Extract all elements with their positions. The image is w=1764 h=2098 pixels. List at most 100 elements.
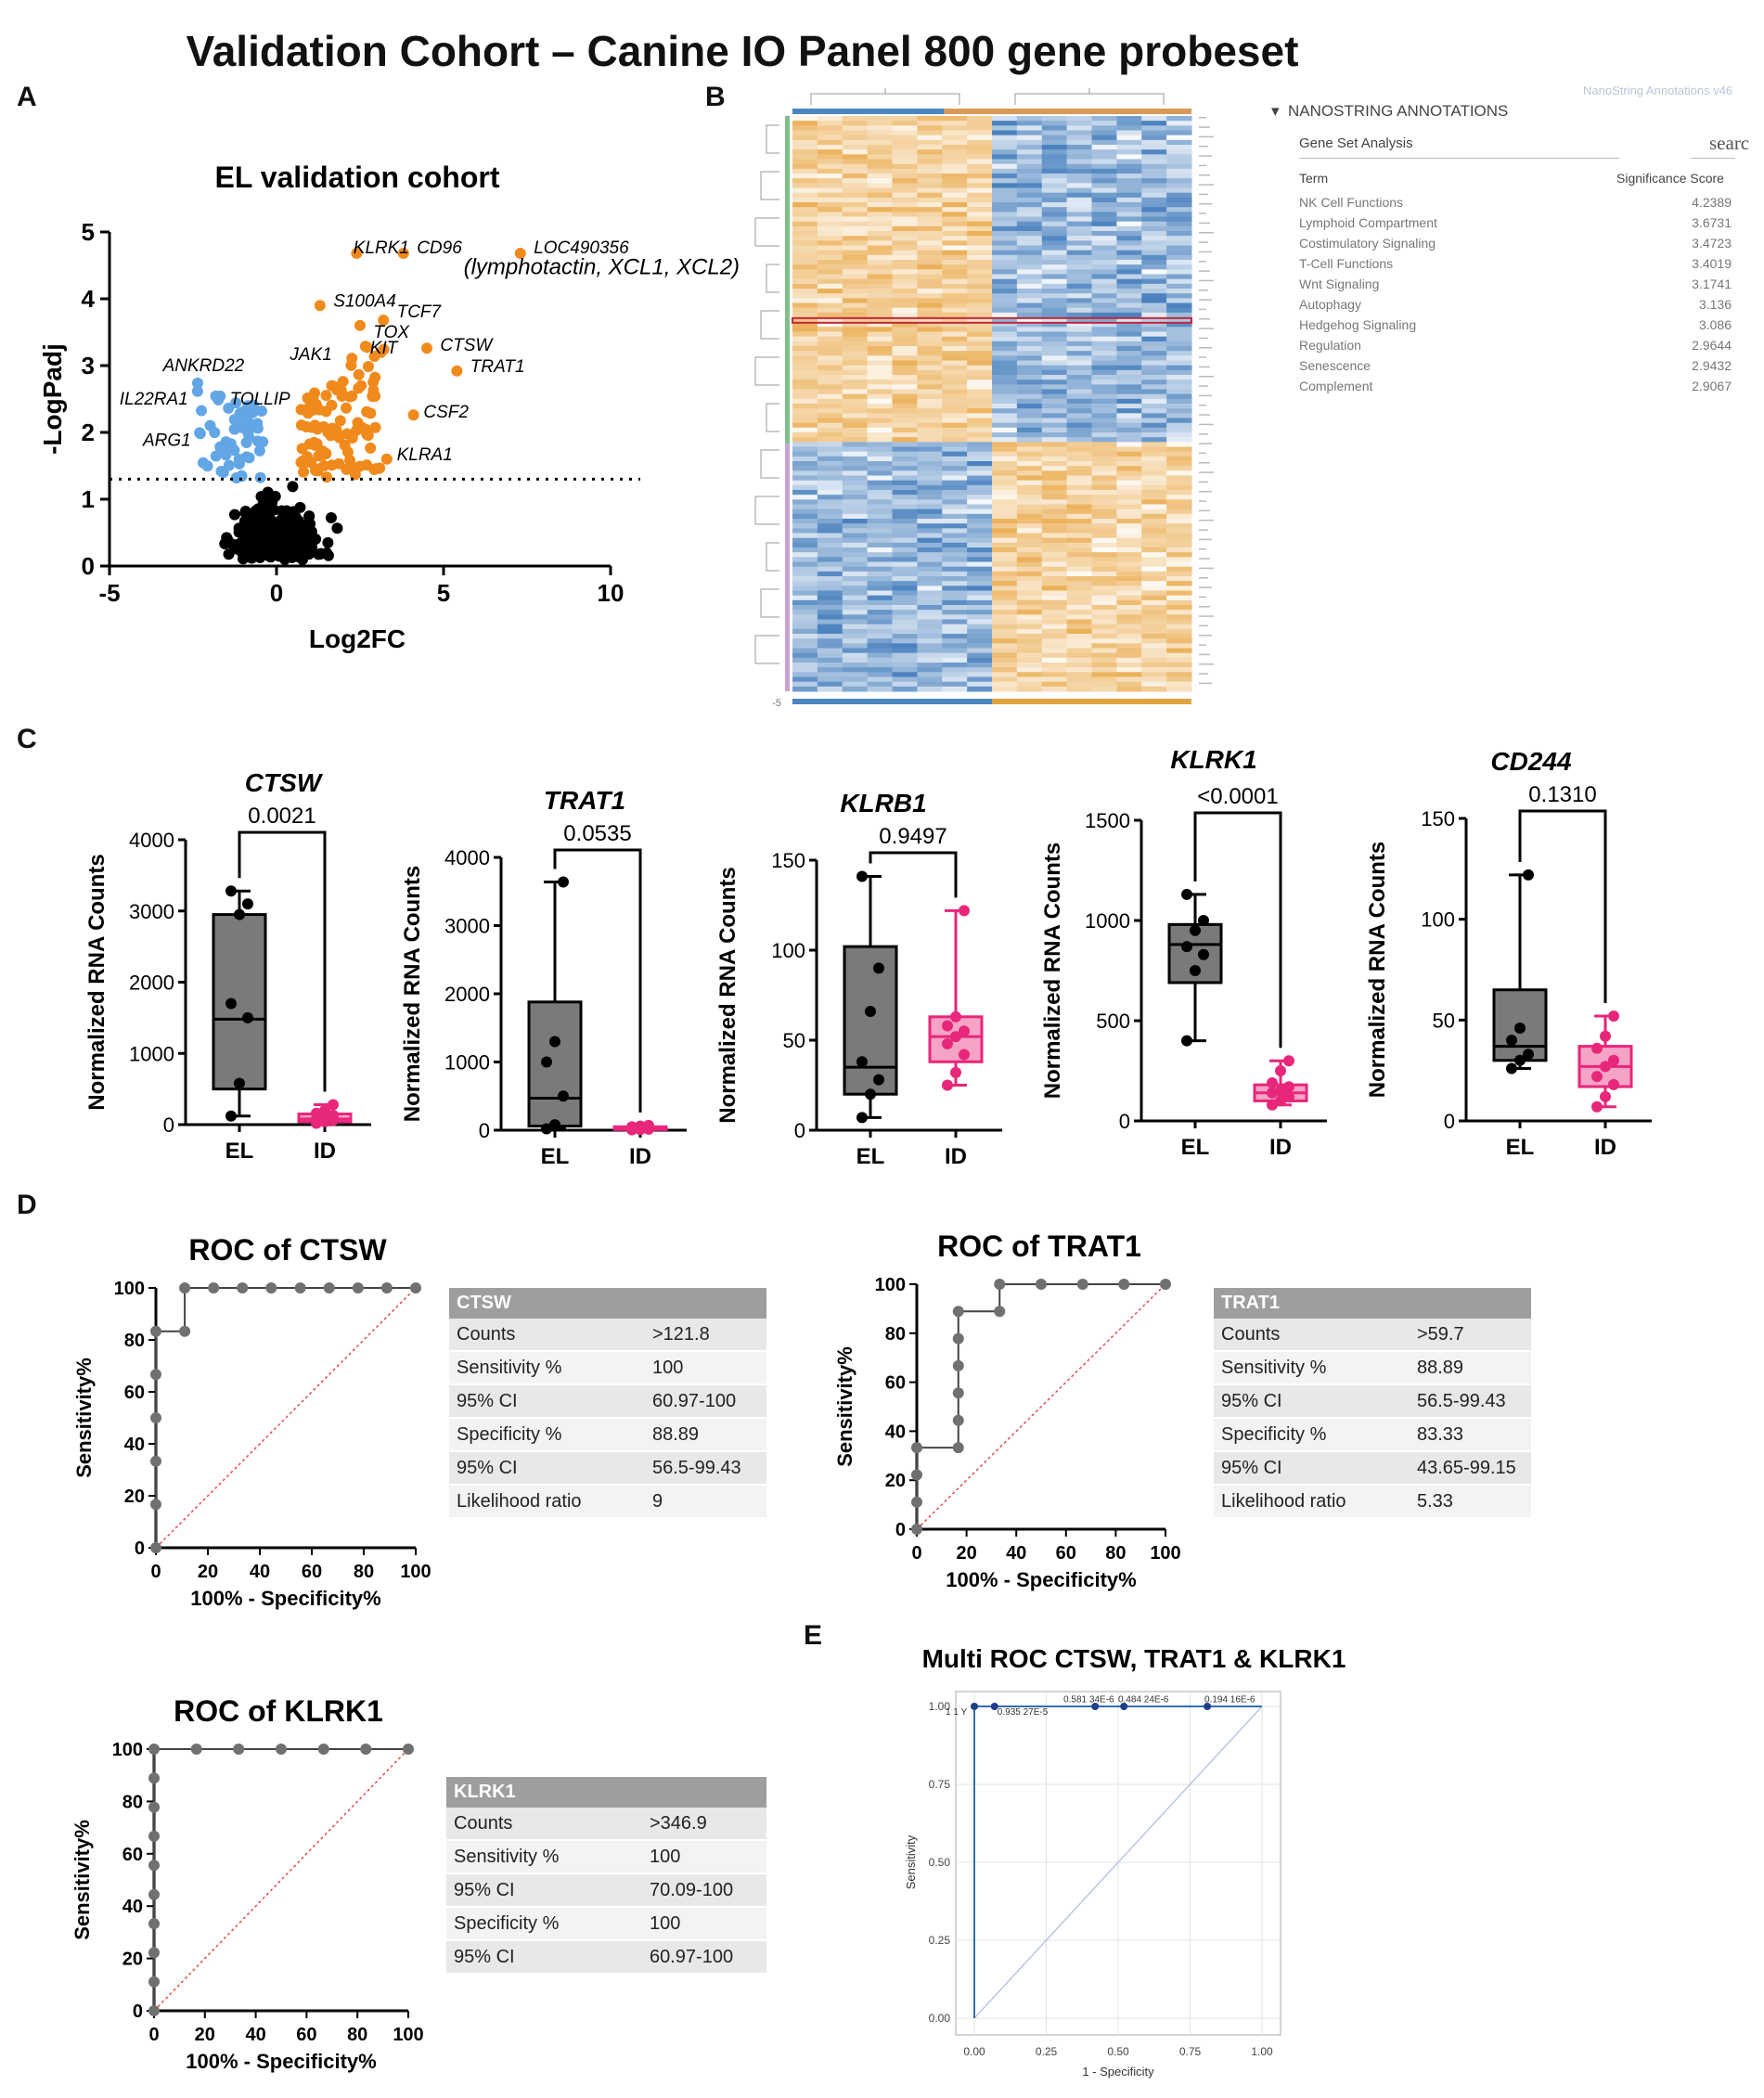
annotation-row[interactable]: Wnt Signaling 3.1741 [1299,277,1732,297]
heatmap-cell [792,422,818,429]
heatmap-cell [1016,183,1043,188]
heatmap-cell [1166,561,1192,568]
heatmap-cell [842,643,869,649]
annotation-row[interactable]: Complement 2.9067 [1299,379,1732,399]
heatmap-cell [842,437,869,443]
heatmap-cell [1091,586,1117,591]
heatmap-cell [1141,446,1167,453]
data-point [1198,948,1209,960]
heatmap-cell [1116,121,1142,126]
heatmap-cell [967,389,993,395]
heatmap-cell [1091,681,1117,688]
heatmap-cell [967,393,993,400]
roc-point [952,1359,964,1371]
heatmap-cell [867,480,893,486]
ns-point [285,546,297,558]
heatmap-cell [1066,638,1092,644]
heatmap-cell [992,557,1018,562]
heatmap-cell [942,442,968,447]
heatmap-cell [1016,389,1043,395]
y-tick-label: 4000 [444,846,490,869]
heatmap-cell [917,648,943,654]
up-point [353,382,365,394]
heatmap-cell [892,581,918,586]
annotation-row[interactable]: Lymphoid Compartment 3.6731 [1299,215,1732,236]
heatmap-cell [1116,278,1142,285]
annotation-row[interactable]: T-Cell Functions 3.4019 [1299,256,1732,277]
ns-point [321,547,333,559]
heatmap-cell [892,413,918,418]
heatmap-cell [1066,121,1092,126]
heatmap-cell [1116,380,1142,385]
heatmap-cell [892,365,918,371]
heatmap-cell [1041,418,1068,424]
heatmap-cell [1116,125,1142,131]
heatmap-cell [842,225,869,232]
heatmap-cell [1116,254,1142,261]
ns-point [302,536,314,548]
gene-name-mark [1199,433,1208,435]
heatmap-cell [917,393,943,400]
heatmap-cell [1066,442,1092,447]
heatmap-cell [1141,676,1167,683]
heatmap-cell [1041,484,1068,491]
heatmap-cell [1091,331,1117,338]
heatmap-cell [1066,495,1092,500]
heatmap-cell [1016,643,1043,649]
annotation-row[interactable]: Hedgehog Signaling 3.086 [1299,317,1732,338]
x-tick-label: 20 [198,1562,218,1582]
heatmap-cell [1166,634,1192,639]
heatmap-cell [892,274,918,280]
heatmap-cell [1141,648,1167,654]
heatmap-cell [867,404,893,409]
ns-point [303,511,315,523]
x-tick-label: 1.00 [1251,2045,1273,2058]
heatmap-cell [892,260,918,265]
annotation-row[interactable]: Autophagy 3.136 [1299,297,1732,317]
heatmap-cell [842,398,869,405]
heatmap-cell [1166,528,1192,534]
heatmap-cell [942,116,968,122]
gene-name-mark [1199,443,1212,444]
heatmap-cell [942,508,968,515]
annotation-row[interactable]: Senescence 2.9432 [1299,358,1732,379]
heatmap-cell [1166,384,1192,390]
heatmap-cell [992,451,1018,457]
heatmap-cell [817,557,843,562]
heatmap-cell [1141,260,1167,265]
heatmap-cell [892,513,918,520]
gene-label: TRAT1 [470,357,525,377]
row-dendrogram [766,264,779,293]
heatmap-cell [817,667,843,673]
heatmap-cell [967,614,993,620]
heatmap-cell [842,174,869,179]
annotation-row[interactable]: NK Cell Functions 4.2389 [1299,195,1732,215]
heatmap-cell [1091,250,1117,256]
heatmap-cell [792,581,818,586]
heatmap-cell [1141,221,1167,227]
heatmap-cell [1166,260,1192,265]
heatmap-cell [1091,470,1117,476]
heatmap-cell [967,346,993,352]
heatmap-cell [842,663,869,668]
search-input[interactable]: searc [1709,132,1750,154]
x-tick-label: 40 [1006,1543,1026,1564]
heatmap-cell [942,614,968,620]
gene-name-mark [1199,615,1214,617]
down-point [223,459,235,471]
heatmap-cell [1041,523,1068,529]
heatmap-cell [1041,116,1068,122]
heatmap-cell [867,590,893,597]
heatmap-cell [942,528,968,534]
annotations-header[interactable]: ▾ NANOSTRING ANNOTATIONS [1271,102,1508,121]
heatmap-cell [842,672,869,677]
data-point [856,1056,868,1068]
annotation-row[interactable]: Costimulatory Signaling 3.4723 [1299,236,1732,256]
heatmap-cell [1066,470,1092,476]
annotation-row[interactable]: Regulation 2.9644 [1299,338,1732,358]
table-value: >121.8 [645,1319,766,1352]
heatmap-cell [917,547,943,553]
heatmap-cell [792,240,818,246]
heatmap-cell [892,135,918,141]
heatmap-cell [967,302,993,309]
